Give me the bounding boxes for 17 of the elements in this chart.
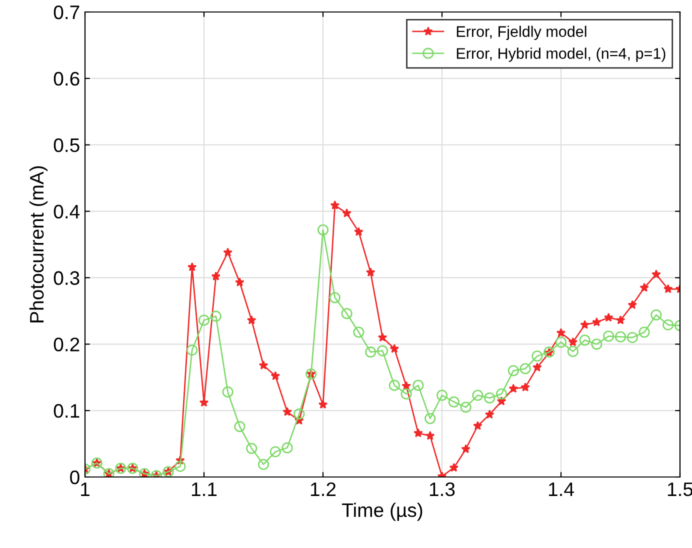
x-tick-label: 1.1 bbox=[192, 482, 217, 496]
y-tick-label: 0.3 bbox=[54, 271, 80, 285]
y-tick-label: 0.6 bbox=[54, 72, 80, 86]
y-tick-label: 0 bbox=[70, 470, 80, 484]
x-axis-title: Time (µs) bbox=[342, 502, 422, 521]
legend-label: Error, Fjeldly model bbox=[456, 26, 586, 40]
y-axis-title: Photocurrent (mA) bbox=[29, 166, 48, 322]
x-tick-label: 1.3 bbox=[430, 482, 455, 496]
y-tick-label: 0.1 bbox=[54, 404, 80, 418]
y-tick-label: 0.7 bbox=[54, 5, 80, 20]
legend-label: Error, Hybrid model, (n=4, p=1) bbox=[456, 48, 666, 62]
y-tick-label: 0.2 bbox=[54, 338, 80, 352]
x-tick-label: 1.2 bbox=[310, 482, 336, 496]
y-tick-label: 0.5 bbox=[54, 138, 80, 152]
x-tick-label: 1 bbox=[81, 482, 90, 496]
x-tick-label: 1.4 bbox=[548, 482, 574, 496]
y-tick-label: 0.4 bbox=[54, 204, 80, 219]
